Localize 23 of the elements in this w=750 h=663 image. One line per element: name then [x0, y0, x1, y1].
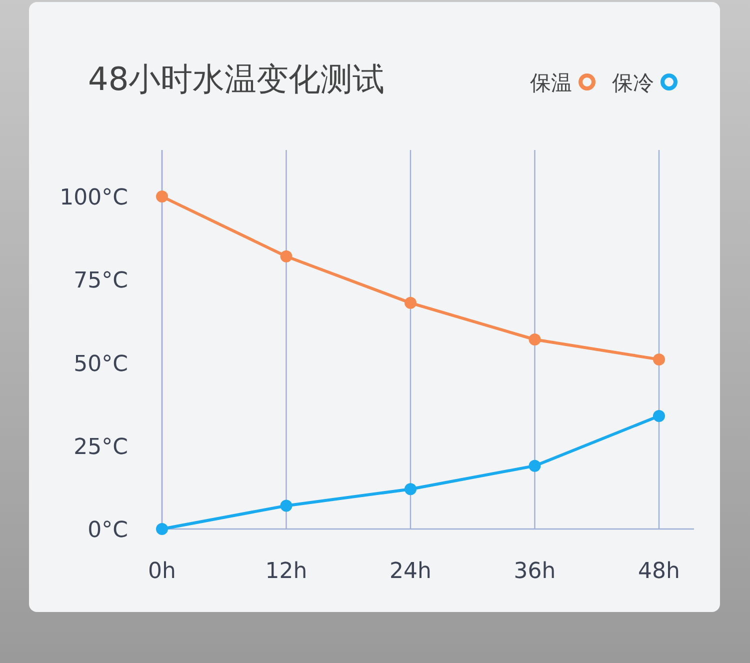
point: [280, 500, 292, 512]
point: [528, 460, 541, 472]
y-tick-label: 50°C: [74, 352, 128, 377]
x-tick-label: 24h: [390, 559, 432, 584]
x-tick-label: 48h: [638, 559, 680, 584]
point: [653, 353, 665, 366]
point: [528, 334, 541, 346]
point: [404, 483, 416, 496]
x-tick-label: 12h: [265, 559, 308, 584]
y-tick-label: 0°C: [88, 518, 128, 543]
point: [156, 190, 168, 203]
legend-label: 保温: [530, 71, 572, 95]
chart-title: 48小时水温变化测试: [88, 60, 385, 98]
x-tick-label: 36h: [514, 559, 556, 584]
y-tick-label: 100°C: [60, 186, 128, 211]
y-tick-label: 75°C: [74, 268, 128, 294]
point: [404, 296, 416, 309]
point: [653, 410, 665, 422]
x-tick-label: 0h: [148, 559, 176, 584]
legend-label: 保冷: [612, 71, 654, 95]
y-tick-label: 25°C: [74, 434, 128, 460]
point: [280, 250, 292, 262]
point: [156, 523, 168, 535]
